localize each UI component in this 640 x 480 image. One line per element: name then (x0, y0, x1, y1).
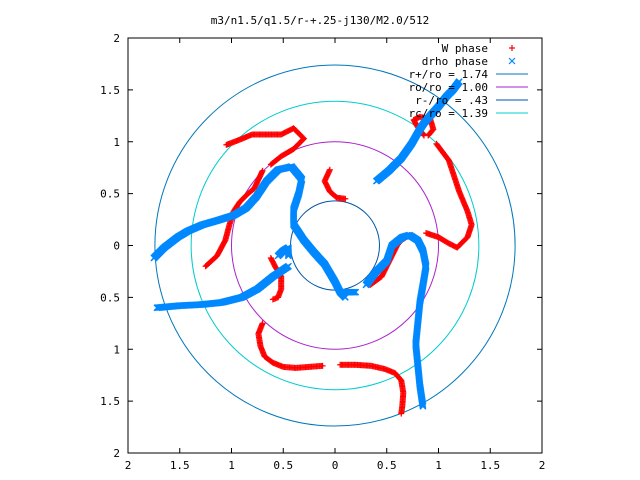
w-phase-point (398, 410, 405, 417)
y-tick-label: 0.5 (100, 188, 120, 201)
circle-roro (231, 141, 439, 350)
legend-label: drho phase (422, 55, 488, 68)
x-tick-label: 1.5 (170, 459, 190, 472)
x-tick-label: 1.5 (480, 459, 500, 472)
ticks-layer: 2 1.5 1 0.5 0 0.5 1 1.5 221.510.500.511.52 (100, 32, 545, 472)
x-tick-label: 2 (125, 459, 132, 472)
w-phase-point (269, 296, 276, 303)
x-tick-label: 1 (435, 459, 442, 472)
drho-phase-point (153, 304, 161, 312)
legend-label: rc/ro = 1.39 (409, 107, 488, 120)
circle-rcro (190, 100, 480, 391)
x-tick-label: 0.5 (377, 459, 397, 472)
series-w-phase (202, 113, 475, 417)
y-tick-label: 2 (113, 32, 120, 45)
y-tick-label: 1 (113, 136, 120, 149)
drho-phase-point (455, 78, 463, 86)
legend-sample (509, 45, 515, 51)
circle-r+ro (154, 64, 516, 427)
drho-phase-point (350, 288, 358, 296)
x-tick-label: 2 (539, 459, 546, 472)
chart-title: m3/n1.5/q1.5/r-+.25-j130/M2.0/512 (211, 14, 430, 27)
legend-label: ro/ro = 1.00 (409, 81, 488, 94)
y-tick-label: 1 (113, 343, 120, 356)
drho-phase-point (419, 402, 427, 410)
drho-phase-point (351, 288, 359, 296)
legend-label: r-/ro = .43 (415, 94, 488, 107)
w-phase-point (434, 141, 441, 148)
y-tick-label: 0 (113, 240, 120, 253)
x-tick-label: 1 (228, 459, 235, 472)
x-tick-label: 0.5 (273, 459, 293, 472)
legend-sample (508, 57, 516, 65)
drho-phase-point (352, 288, 360, 296)
legend-label: r+/ro = 1.74 (409, 68, 489, 81)
x-tick-label: 0 (332, 459, 339, 472)
series-layer (150, 78, 475, 417)
drho-phase-point (274, 252, 282, 260)
y-tick-label: 1.5 (100, 84, 120, 97)
w-phase-point (223, 141, 230, 148)
w-phase-point (425, 131, 432, 138)
w-phase-point (259, 167, 266, 174)
y-tick-label: 2 (113, 447, 120, 460)
series-drho-phase (150, 78, 463, 410)
w-phase-point (319, 362, 326, 369)
y-tick-label: 0.5 (100, 291, 120, 304)
w-phase-point (425, 132, 432, 139)
y-tick-label: 1.5 (100, 395, 120, 408)
w-phase-point (433, 140, 440, 147)
w-phase-point (342, 195, 349, 202)
legend-label: W phase (442, 42, 488, 55)
drho-phase-point (341, 293, 349, 301)
